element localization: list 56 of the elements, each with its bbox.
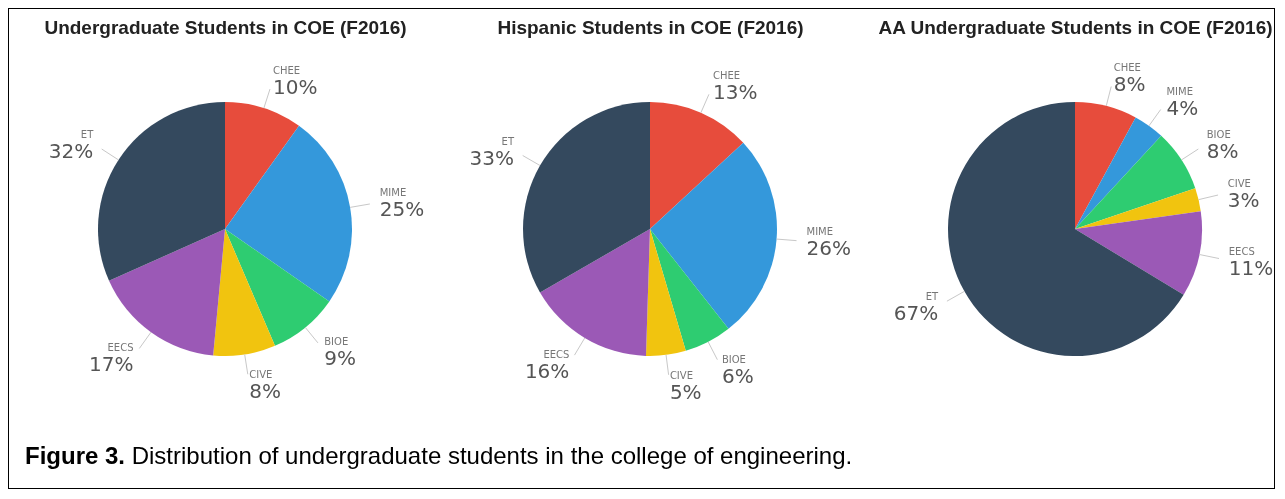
data-label: 11% [1228, 255, 1274, 280]
data-label: 10% [273, 74, 318, 99]
data-label: 8% [249, 379, 282, 404]
slice-label: MIME [1166, 86, 1194, 98]
slice-label: EECS [1228, 245, 1255, 257]
pie-slice [645, 229, 686, 356]
data-label: 16% [524, 358, 570, 383]
pie-slice [225, 102, 300, 229]
chart-title: AA Undergraduate Students in COE (F2016) [877, 16, 1274, 40]
data-label: 3% [1227, 187, 1260, 212]
pie-slice [213, 229, 275, 356]
pie-slice [1075, 117, 1162, 229]
pie-slice [650, 102, 744, 229]
pie-slice [523, 102, 650, 293]
slice-label: ET [80, 128, 95, 140]
pie-slice [650, 229, 729, 351]
pie-slice [1075, 188, 1201, 229]
pie-slice [109, 229, 225, 356]
slice-label: ET [501, 135, 515, 147]
pie-slice [540, 229, 650, 356]
chart-title: Hispanic Students in COE (F2016) [496, 16, 805, 40]
pie-slice [225, 125, 352, 302]
pie-slice [1075, 135, 1196, 229]
slice-label: CIVE [1227, 177, 1251, 189]
slice-label: CHEE [712, 70, 741, 82]
slice-label: BIOE [324, 335, 349, 347]
caption: Figure 3. Distribution of undergraduate students in the college of engineering. [25, 442, 853, 470]
slice-label: BIOE [721, 353, 746, 365]
data-label: 13% [712, 80, 758, 105]
data-label: 9% [324, 345, 356, 370]
pie-slice [650, 142, 777, 329]
slice-label: BIOE [1206, 128, 1231, 140]
slice-label: EECS [543, 348, 570, 360]
data-label: 6% [721, 363, 754, 388]
data-label: 32% [48, 138, 94, 163]
data-label: 8% [1113, 71, 1146, 96]
data-label: 26% [806, 236, 851, 261]
pie-slice [1075, 102, 1136, 229]
data-label: 5% [669, 379, 702, 404]
slice-label: EECS [107, 341, 134, 353]
data-label: 17% [89, 351, 134, 376]
slice-label: ET [925, 291, 940, 303]
slice-label: CHEE [273, 64, 301, 76]
data-label: 33% [469, 145, 515, 170]
slice-label: MIME [806, 226, 834, 238]
slice-label: CIVE [249, 369, 273, 381]
chart-title: Undergraduate Students in COE (F2016) [43, 16, 408, 40]
pie-slice [98, 102, 225, 281]
data-label: 25% [379, 197, 425, 222]
slice-label: MIME [379, 187, 407, 199]
slice-label: CHEE [1113, 61, 1141, 73]
slice-label: CIVE [669, 369, 693, 381]
data-label: 4% [1166, 96, 1199, 121]
data-label: 8% [1206, 138, 1239, 163]
pie-slice [1075, 211, 1202, 295]
data-label: 67% [893, 301, 939, 326]
